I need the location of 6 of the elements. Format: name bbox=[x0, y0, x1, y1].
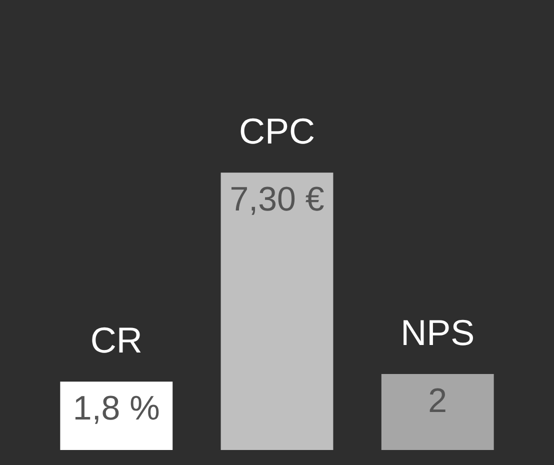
x-tick-label: CPC bbox=[238, 110, 316, 152]
x-tick-label: NPS bbox=[400, 312, 475, 353]
x-tick-label: CR bbox=[90, 320, 142, 361]
data-label: 7,30 € bbox=[230, 180, 324, 219]
data-label: 1,8 % bbox=[72, 390, 160, 428]
data-label: 2 bbox=[428, 382, 448, 420]
